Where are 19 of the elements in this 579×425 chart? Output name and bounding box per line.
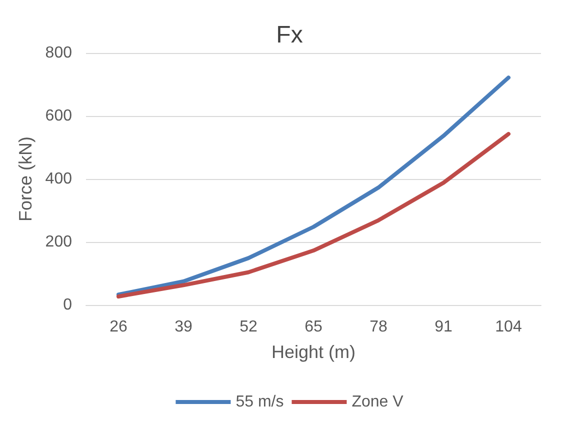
x-tick-label: 104 [495, 318, 522, 336]
legend-label: 55 m/s [236, 394, 284, 410]
y-tick-label: 800 [45, 44, 72, 62]
y-tick-label: 0 [63, 296, 72, 314]
y-tick-label: 200 [45, 234, 72, 250]
y-axis-title: Force (kN) [15, 136, 36, 222]
line-series [116, 132, 510, 298]
line-series [116, 76, 510, 297]
x-tick-label: 26 [110, 318, 128, 336]
x-tick-label: 52 [240, 318, 258, 336]
legend-label: Zone V [352, 394, 404, 410]
y-tick-label: 600 [45, 108, 72, 124]
x-tick-label: 78 [370, 318, 388, 336]
x-tick-label: 91 [434, 318, 452, 336]
y-tick-label: 400 [45, 170, 72, 188]
x-tick-label: 65 [304, 318, 322, 336]
chart-title: Fx [276, 22, 303, 48]
x-axis-title: Height (m) [271, 342, 356, 362]
x-tick-label: 39 [174, 318, 192, 336]
